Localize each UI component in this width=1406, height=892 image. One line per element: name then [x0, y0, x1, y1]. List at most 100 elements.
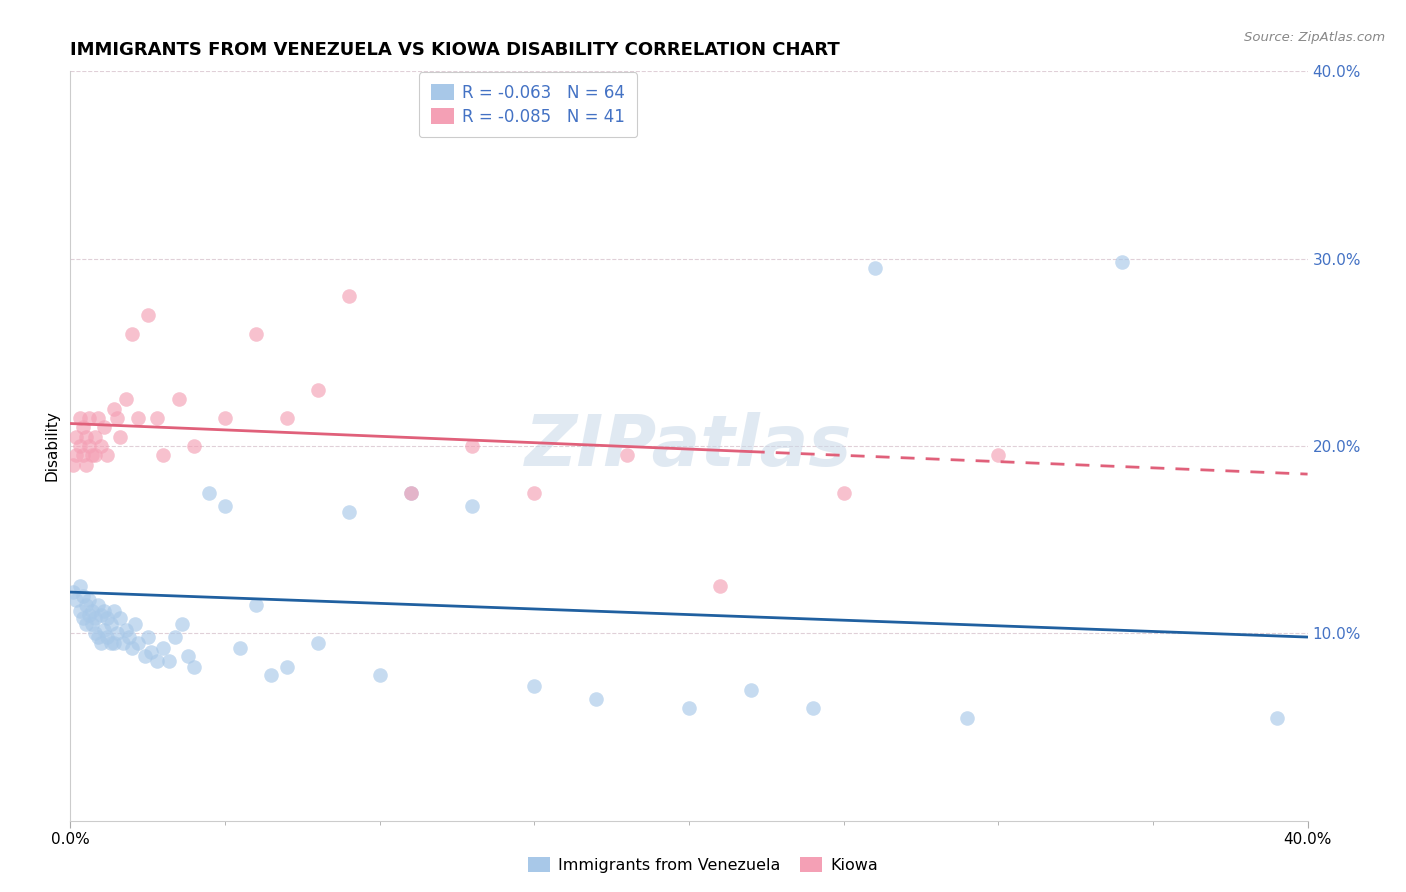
Point [170, 617, 193, 632]
Point [152, 641, 174, 656]
Point [1111, 255, 1133, 269]
Point [115, 392, 138, 407]
Y-axis label: Disability: Disability [44, 410, 59, 482]
Point [165, 630, 187, 644]
Point [523, 486, 546, 500]
Point [80, 604, 103, 618]
Point [84, 611, 107, 625]
Point [337, 505, 360, 519]
Point [96, 630, 118, 644]
Point [461, 499, 484, 513]
Point [214, 499, 236, 513]
Point [105, 626, 128, 640]
Point [75, 458, 97, 472]
Point [103, 635, 125, 649]
Point [84, 430, 107, 444]
Legend: R = -0.063   N = 64, R = -0.085   N = 41: R = -0.063 N = 64, R = -0.085 N = 41 [419, 72, 637, 137]
Point [90, 439, 112, 453]
Point [87, 599, 110, 613]
Point [214, 411, 236, 425]
Text: IMMIGRANTS FROM VENEZUELA VS KIOWA DISABILITY CORRELATION CHART: IMMIGRANTS FROM VENEZUELA VS KIOWA DISAB… [70, 41, 839, 59]
Point [108, 430, 131, 444]
Point [69, 580, 91, 594]
Point [307, 635, 329, 649]
Point [863, 261, 886, 276]
Point [136, 308, 159, 322]
Point [121, 326, 143, 341]
Point [77, 411, 100, 425]
Point [832, 486, 855, 500]
Text: Source: ZipAtlas.com: Source: ZipAtlas.com [1244, 31, 1385, 45]
Point [136, 630, 159, 644]
Point [956, 710, 979, 724]
Point [77, 439, 100, 453]
Point [72, 611, 94, 625]
Point [134, 648, 156, 663]
Point [103, 604, 125, 618]
Point [115, 623, 138, 637]
Point [183, 439, 205, 453]
Point [105, 411, 128, 425]
Point [93, 604, 115, 618]
Point [461, 439, 484, 453]
Point [121, 641, 143, 656]
Point [307, 383, 329, 397]
Point [337, 289, 360, 303]
Point [100, 617, 122, 632]
Point [118, 630, 141, 644]
Point [399, 486, 422, 500]
Point [93, 420, 115, 434]
Point [103, 401, 125, 416]
Point [276, 660, 298, 674]
Point [65, 430, 87, 444]
Point [72, 589, 94, 603]
Point [75, 430, 97, 444]
Point [124, 617, 146, 632]
Point [80, 617, 103, 632]
Point [368, 667, 391, 681]
Point [177, 648, 200, 663]
Point [152, 449, 174, 463]
Legend: Immigrants from Venezuela, Kiowa: Immigrants from Venezuela, Kiowa [522, 851, 884, 880]
Point [84, 626, 107, 640]
Point [65, 592, 87, 607]
Point [77, 607, 100, 622]
Point [987, 449, 1010, 463]
Point [260, 667, 283, 681]
Point [399, 486, 422, 500]
Point [127, 635, 149, 649]
Point [72, 420, 94, 434]
Point [100, 635, 122, 649]
Point [96, 449, 118, 463]
Point [740, 682, 762, 697]
Point [96, 611, 118, 625]
Point [87, 630, 110, 644]
Point [183, 660, 205, 674]
Point [678, 701, 700, 715]
Point [62, 458, 84, 472]
Point [167, 392, 190, 407]
Point [77, 592, 100, 607]
Point [616, 449, 638, 463]
Point [276, 411, 298, 425]
Point [62, 585, 84, 599]
Point [80, 449, 103, 463]
Point [90, 607, 112, 622]
Point [245, 599, 267, 613]
Point [146, 411, 169, 425]
Point [84, 449, 107, 463]
Point [93, 623, 115, 637]
Point [709, 580, 731, 594]
Point [198, 486, 221, 500]
Point [69, 439, 91, 453]
Point [157, 655, 180, 669]
Point [229, 641, 252, 656]
Point [72, 449, 94, 463]
Point [245, 326, 267, 341]
Point [69, 411, 91, 425]
Point [69, 604, 91, 618]
Point [87, 411, 110, 425]
Text: ZIPatlas: ZIPatlas [526, 411, 852, 481]
Point [801, 701, 824, 715]
Point [146, 655, 169, 669]
